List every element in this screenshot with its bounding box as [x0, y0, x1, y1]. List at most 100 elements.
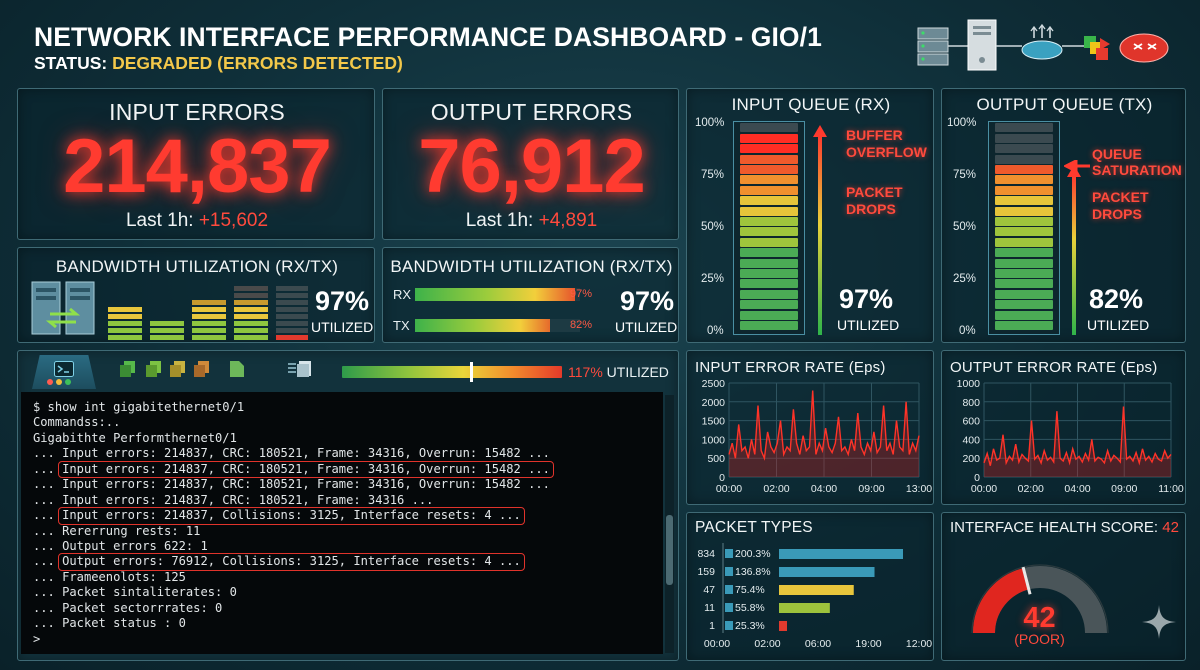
bar [779, 549, 903, 559]
x-tick-label: 04:00 [811, 483, 837, 495]
router-icon [1021, 23, 1063, 60]
oq-note-queue: QUEUE [1092, 146, 1142, 162]
category-marker [725, 549, 733, 558]
category-marker [725, 585, 733, 594]
input-queue-title: INPUT QUEUE (RX) [731, 95, 891, 114]
sparkle-icon [1142, 605, 1176, 639]
output-queue-pct: 82% [1089, 284, 1144, 314]
gauge-needle [1021, 566, 1032, 595]
close-dot-icon[interactable] [47, 379, 53, 385]
queue-segment [995, 310, 1053, 320]
queue-segment [740, 227, 798, 237]
paste-icon[interactable] [146, 361, 162, 377]
iq-tick-50: 50% [701, 221, 725, 233]
bandwidth-bar-segment [192, 321, 226, 326]
bandwidth-bars [108, 286, 308, 340]
queue-segment [740, 123, 798, 133]
tx-label: TX [393, 318, 410, 333]
queue-segment [995, 185, 1053, 195]
queue-segment [740, 300, 798, 310]
bandwidth-bar-segment [150, 321, 184, 326]
output-errors-last-label: Last 1h: [465, 210, 534, 231]
terminal-scrollbar[interactable] [665, 395, 674, 653]
output-errors-panel: OUTPUT ERRORS 76,912 Last 1h: +4,891 [382, 88, 679, 240]
terminal-util: 117% UTILIZED [568, 364, 669, 380]
series-line [983, 406, 1172, 466]
category-label: 11 [704, 602, 715, 614]
oq-note-packet: PACKET [1092, 189, 1149, 205]
status-line: STATUS: DEGRADED (ERRORS DETECTED) [34, 53, 403, 74]
percent-label: 75.4% [735, 584, 765, 596]
terminal-line: ... Packet sectorrrates: 0 [33, 600, 223, 615]
document-icon[interactable] [230, 361, 244, 377]
x-tick-label: 02:00 [754, 638, 780, 650]
terminal-util-label: UTILIZED [606, 364, 669, 380]
terminal-line: ... Input errors: 214837, CRC: 180521, F… [33, 460, 663, 479]
y-tick-label: 2000 [702, 397, 726, 409]
maximize-dot-icon[interactable] [65, 379, 71, 385]
archive-icon[interactable] [194, 361, 210, 377]
packet-types-chart: 00:00 02:00 06:00 19:00 12:00 834 200.3% 159 136… [697, 543, 932, 650]
minimize-dot-icon[interactable] [56, 379, 62, 385]
input-queue-pct: 97% [839, 284, 894, 314]
x-tick-label: 09:00 [858, 483, 884, 495]
iq-tick-100: 100% [695, 117, 725, 129]
terminal-line: ... Rererrung rests: 11 [33, 523, 201, 538]
status-label: STATUS: [34, 53, 108, 73]
percent-label: 136.8% [735, 566, 771, 578]
copy-icon[interactable] [120, 361, 136, 377]
tower-pc-icon [967, 19, 997, 71]
list-view-icon[interactable] [288, 361, 312, 377]
terminal-line: ... Output errors: 76912, Collisions: 31… [33, 553, 663, 571]
bandwidth-bar-segment [234, 321, 268, 326]
iq-note-overflow: OVERFLOW [846, 144, 927, 160]
terminal-line: ... Input errors: 214837, CRC: 180521, F… [33, 492, 434, 507]
bandwidth-bar-segment [150, 328, 184, 333]
bandwidth-bar-segment [234, 328, 268, 333]
queue-segment [995, 154, 1053, 164]
queue-segment [995, 248, 1053, 258]
bandwidth-right-panel: BANDWIDTH UTILIZATION (RX/TX) RX 97% TX … [382, 247, 679, 343]
series-line [728, 390, 920, 461]
iq-note-drops: DROPS [846, 201, 896, 217]
queue-segment [995, 196, 1053, 206]
status-badge: DEGRADED (ERRORS DETECTED) [112, 53, 403, 73]
input-queue-panel: INPUT QUEUE (RX) 100% 75% 50% 25% 0% BUF… [686, 88, 934, 343]
rx-bar [415, 288, 580, 301]
y-tick-label: 0 [719, 472, 725, 484]
y-tick-label: 500 [707, 453, 725, 465]
bandwidth-bar-segment [150, 335, 184, 340]
output-queue-title: OUTPUT QUEUE (TX) [976, 95, 1153, 114]
terminal-highlight: Input errors: 214837, Collisions: 3125, … [58, 507, 525, 525]
output-queue-stack [988, 121, 1060, 335]
queue-segment [995, 269, 1053, 278]
queue-segment [740, 133, 798, 143]
bandwidth-bar-segment [108, 321, 142, 326]
queue-segment [995, 289, 1053, 299]
terminal-output[interactable]: $ show int gigabitethernet0/1 Commandss:.… [21, 392, 663, 654]
input-errors-panel: INPUT ERRORS 214,837 Last 1h: +15,602 [17, 88, 375, 240]
terminal-line: ... Frameenolots: 125 [33, 569, 186, 584]
bandwidth-right-title: BANDWIDTH UTILIZATION (RX/TX) [390, 257, 673, 276]
category-label: 834 [697, 548, 715, 560]
health-score-small: 42 [1162, 519, 1179, 536]
iq-tick-25: 25% [701, 273, 725, 285]
output-queue-label: UTILIZED [1087, 317, 1150, 333]
bandwidth-bar-segment [276, 307, 308, 312]
output-errors-title: OUTPUT ERRORS [430, 99, 633, 125]
x-tick-label: 00:00 [971, 483, 997, 495]
utilization-gauge-bar [342, 366, 562, 378]
terminal-line: Commandss:.. [33, 415, 121, 430]
x-tick-label: 02:00 [763, 483, 789, 495]
output-queue-panel: OUTPUT QUEUE (TX) 100% 75% 50% 25% 0% QU… [941, 88, 1186, 343]
y-tick-label: 200 [962, 453, 980, 465]
scrollbar-thumb[interactable] [666, 515, 673, 585]
y-tick-label: 800 [962, 397, 980, 409]
category-marker [725, 621, 733, 630]
x-tick-label: 12:00 [906, 638, 932, 650]
queue-segment [995, 123, 1053, 133]
duplicate-icon[interactable] [170, 361, 186, 377]
bandwidth-left-label: UTILIZED [311, 319, 374, 335]
queue-segment [995, 321, 1053, 330]
x-tick-label: 00:00 [716, 483, 742, 495]
